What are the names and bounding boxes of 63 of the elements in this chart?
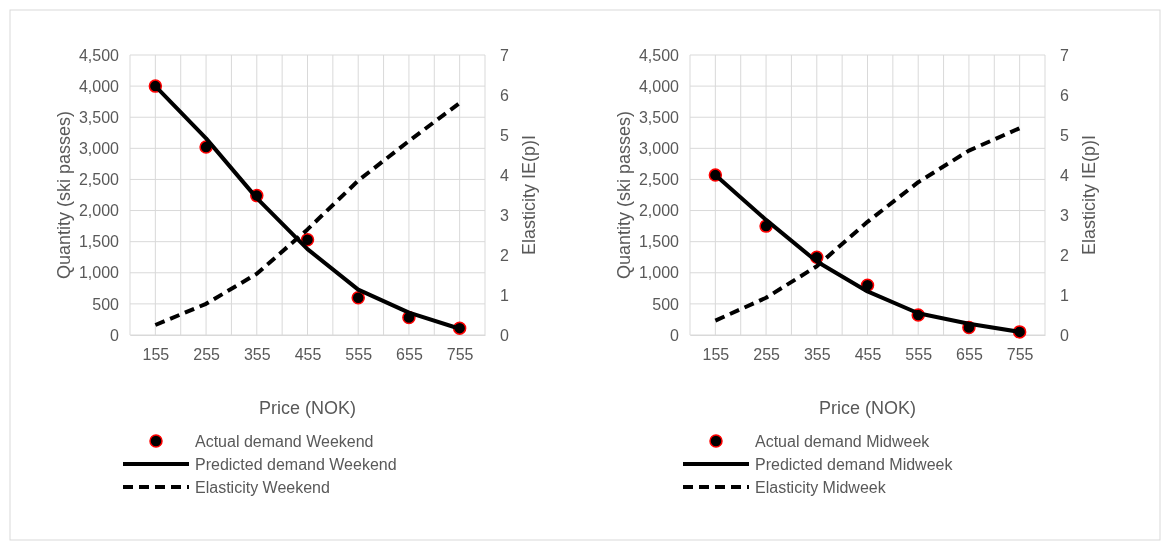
y2-tick-label: 6 bbox=[500, 86, 509, 104]
y2-tick-label: 5 bbox=[500, 126, 509, 144]
y2-tick-label: 2 bbox=[1060, 246, 1069, 264]
y-tick-label: 2,500 bbox=[638, 171, 680, 189]
y-axis-title: Quantity (ski passes) bbox=[614, 110, 634, 280]
y2-tick-label: 7 bbox=[500, 46, 509, 64]
legend-label: Predicted demand Midweek bbox=[755, 456, 954, 473]
x-tick-label: 255 bbox=[753, 346, 781, 364]
x-tick-label: 455 bbox=[854, 346, 882, 364]
y2-tick-label: 4 bbox=[1060, 166, 1069, 184]
point bbox=[351, 290, 365, 305]
y-tick-label: 3,000 bbox=[78, 139, 120, 157]
x-tick-label: 755 bbox=[446, 346, 474, 364]
y2-tick-label: 5 bbox=[1060, 126, 1069, 144]
y-tick-label: 0 bbox=[110, 326, 120, 344]
y2-tick-label: 6 bbox=[1060, 86, 1069, 104]
x-tick-label: 355 bbox=[803, 346, 831, 364]
y2-tick-label: 7 bbox=[1060, 46, 1069, 64]
y2-tick-label: 0 bbox=[1060, 326, 1069, 344]
y-tick-label: 2,500 bbox=[78, 171, 120, 189]
x-tick-label: 655 bbox=[956, 346, 983, 364]
y-tick-label: 3,500 bbox=[638, 108, 680, 126]
x-tick-label: 755 bbox=[1006, 346, 1034, 364]
y-tick-label: 1,000 bbox=[78, 264, 120, 282]
y-tick-label: 2,000 bbox=[638, 202, 680, 220]
y-tick-label: 2,000 bbox=[78, 202, 120, 220]
legend-label: Predicted demand Weekend bbox=[195, 456, 397, 473]
x-tick-label: 355 bbox=[243, 346, 271, 364]
x-axis-title: Price (NOK) bbox=[258, 398, 357, 418]
y-tick-label: 4,000 bbox=[78, 77, 120, 95]
y-tick-label: 0 bbox=[670, 326, 680, 344]
y-tick-label: 1,500 bbox=[78, 233, 120, 251]
x-tick-label: 455 bbox=[294, 346, 322, 364]
y2-tick-label: 0 bbox=[500, 326, 509, 344]
y2-tick-label: 3 bbox=[500, 206, 509, 224]
y-axis-title: Quantity (ski passes) bbox=[54, 110, 74, 280]
x-tick-label: 655 bbox=[396, 346, 423, 364]
y2-tick-label: 1 bbox=[500, 286, 509, 304]
y-tick-label: 3,500 bbox=[78, 108, 120, 126]
y2-axis-title: Elasticity IE(p)I bbox=[1079, 134, 1099, 256]
x-tick-label: 555 bbox=[905, 346, 933, 364]
legend-label: Elasticity Midweek bbox=[755, 479, 887, 496]
y-tick-label: 500 bbox=[652, 295, 680, 313]
x-tick-label: 255 bbox=[193, 346, 221, 364]
x-tick-label: 555 bbox=[345, 346, 373, 364]
y2-tick-label: 3 bbox=[1060, 206, 1069, 224]
y-tick-label: 1,500 bbox=[638, 233, 680, 251]
x-tick-label: 155 bbox=[142, 346, 170, 364]
y2-tick-label: 2 bbox=[500, 246, 509, 264]
x-axis-title: Price (NOK) bbox=[818, 398, 917, 418]
y-tick-label: 1,000 bbox=[638, 264, 680, 282]
y2-axis-title: Elasticity IE(p)I bbox=[519, 134, 539, 256]
legend-label: Actual demand Weekend bbox=[195, 433, 374, 450]
y-tick-label: 4,500 bbox=[78, 46, 120, 64]
y-tick-label: 4,500 bbox=[638, 46, 680, 64]
legend-label: Elasticity Weekend bbox=[195, 479, 330, 496]
legend-label: Actual demand Midweek bbox=[755, 433, 931, 450]
y-tick-label: 500 bbox=[92, 295, 120, 313]
x-tick-label: 155 bbox=[702, 346, 730, 364]
y-tick-label: 4,000 bbox=[638, 77, 680, 95]
y2-tick-label: 4 bbox=[500, 166, 509, 184]
y-tick-label: 3,000 bbox=[638, 139, 680, 157]
y2-tick-label: 1 bbox=[1060, 286, 1069, 304]
